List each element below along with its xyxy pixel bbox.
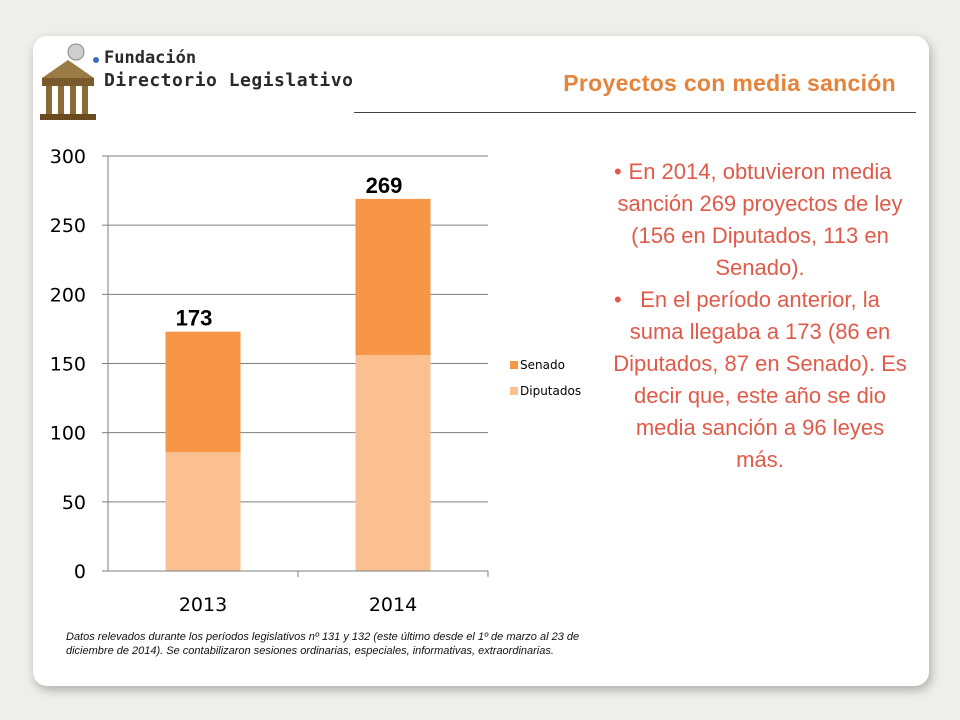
legend-label: Diputados xyxy=(520,384,581,398)
legend-label: Senado xyxy=(520,358,565,372)
x-tick-label: 2014 xyxy=(369,594,417,616)
bullet-item: • En 2014, obtuvieron media sanción 269 … xyxy=(612,156,908,284)
total-data-label: 173 xyxy=(176,306,213,331)
y-tick-label: 0 xyxy=(74,561,86,583)
total-data-label: 269 xyxy=(366,173,403,198)
bar-segment-senado xyxy=(355,198,431,356)
bullet-list: • En 2014, obtuvieron media sanción 269 … xyxy=(612,156,908,476)
bar-segment-diputados xyxy=(355,355,431,571)
bullet-dot-icon: • xyxy=(614,159,622,184)
bar-segment-senado xyxy=(165,331,241,453)
bullet-text: En 2014, obtuvieron media sanción 269 pr… xyxy=(617,159,903,280)
logo-text-line2: Directorio Legislativo xyxy=(104,70,354,91)
y-tick-label: 150 xyxy=(50,354,86,376)
logo-text-line1: Fundación xyxy=(104,48,197,68)
bullet-dot-icon: • xyxy=(614,287,622,312)
title-divider xyxy=(354,112,916,113)
y-tick-label: 50 xyxy=(62,492,86,514)
y-tick-label: 100 xyxy=(50,423,86,445)
slide-title: Proyectos con media sanción xyxy=(563,70,896,96)
logo-emblem-icon xyxy=(40,43,99,120)
y-tick-label: 250 xyxy=(50,215,86,237)
legend-swatch xyxy=(510,387,518,395)
y-tick-label: 300 xyxy=(50,146,86,168)
x-tick-label: 2013 xyxy=(179,594,227,616)
footnote: Datos relevados durante los períodos leg… xyxy=(66,631,580,657)
y-tick-label: 200 xyxy=(50,284,86,306)
bullet-item: • En el período anterior, la suma llegab… xyxy=(612,284,908,476)
bullet-text: En el período anterior, la suma llegaba … xyxy=(613,287,907,472)
legend-swatch xyxy=(510,361,518,369)
bar-segment-diputados xyxy=(165,452,241,571)
logo: Fundación Directorio Legislativo xyxy=(36,40,353,124)
